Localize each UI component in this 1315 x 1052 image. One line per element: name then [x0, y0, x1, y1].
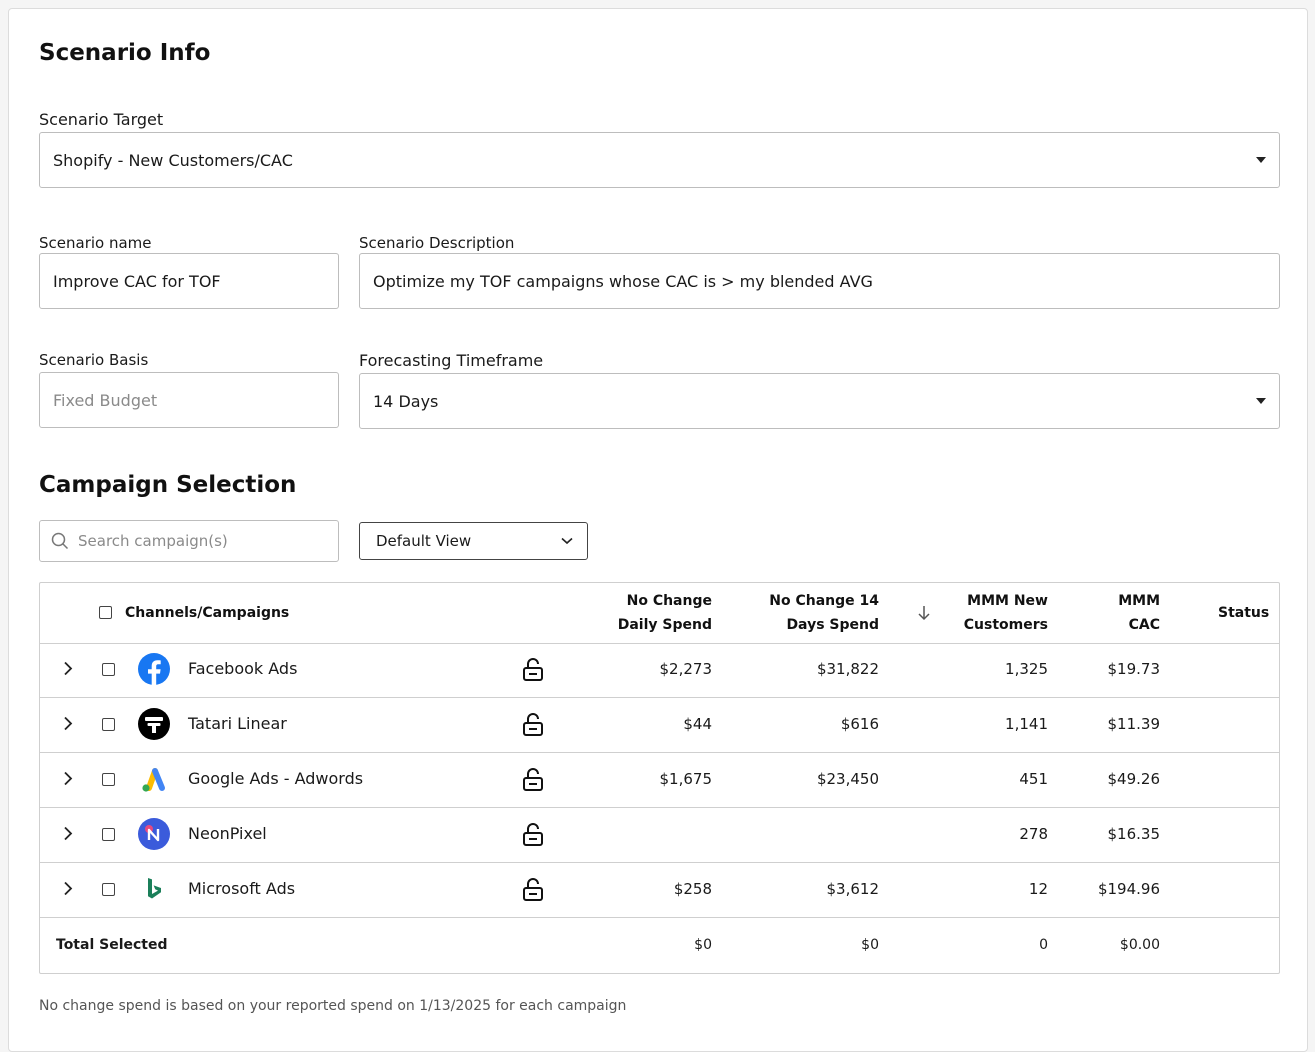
- campaign-search-placeholder: Search campaign(s): [78, 532, 228, 550]
- select-all-checkbox[interactable]: [99, 606, 112, 619]
- header-mmm-cac[interactable]: MMM CAC: [1080, 589, 1160, 637]
- days-spend: $3,612: [826, 880, 880, 898]
- scenario-basis-label: Scenario Basis: [39, 351, 149, 369]
- mmm-new-customers: 1,141: [1005, 715, 1048, 733]
- total-days-spend: $0: [861, 937, 879, 953]
- caret-down-icon: [1256, 157, 1266, 163]
- table-row[interactable]: NeonPixel 278 $16.35: [40, 808, 1279, 863]
- scenario-name-label: Scenario name: [39, 234, 152, 252]
- forecasting-timeframe-label: Forecasting Timeframe: [359, 351, 544, 370]
- daily-spend: $258: [673, 880, 712, 898]
- view-select-value: Default View: [376, 532, 472, 550]
- forecasting-timeframe-select[interactable]: 14 Days: [359, 373, 1280, 429]
- microsoft-ads-logo: [148, 878, 161, 899]
- mmm-new-customers: 1,325: [1005, 660, 1048, 678]
- campaign-search-input[interactable]: Search campaign(s): [39, 520, 339, 562]
- mmm-new-customers: 278: [1019, 825, 1048, 843]
- header-mmm-new-line2: Customers: [963, 617, 1048, 633]
- tatari-logo: [138, 708, 170, 740]
- unlock-icon[interactable]: [522, 658, 544, 682]
- chevron-right-icon[interactable]: [63, 661, 73, 676]
- header-days-spend-line1: No Change 14: [769, 593, 879, 609]
- chevron-right-icon[interactable]: [63, 716, 73, 731]
- unlock-icon[interactable]: [522, 713, 544, 737]
- scenario-name-value: Improve CAC for TOF: [53, 271, 221, 291]
- search-icon: [51, 532, 69, 550]
- scenario-description-input[interactable]: Optimize my TOF campaigns whose CAC is >…: [359, 253, 1280, 309]
- row-checkbox[interactable]: [102, 718, 115, 731]
- total-label: Total Selected: [56, 937, 168, 953]
- chevron-down-icon: [561, 537, 573, 545]
- scenario-card: Scenario Info Scenario Target Shopify - …: [8, 8, 1308, 1052]
- header-days-spend-line2: Days Spend: [786, 617, 879, 633]
- caret-down-icon: [1256, 398, 1266, 404]
- unlock-icon[interactable]: [522, 823, 544, 847]
- header-status: Status: [1218, 605, 1270, 621]
- campaign-name: Facebook Ads: [188, 659, 298, 678]
- sort-down-icon[interactable]: [917, 605, 931, 621]
- campaigns-table: Channels/Campaigns No Change Daily Spend…: [39, 582, 1280, 974]
- days-spend: $616: [840, 715, 879, 733]
- header-mmm-new-line1: MMM New: [967, 593, 1048, 609]
- row-checkbox[interactable]: [102, 663, 115, 676]
- header-daily-spend-line2: Daily Spend: [617, 617, 712, 633]
- table-row[interactable]: Facebook Ads $2,273 $31,822 1,325 $19.73: [40, 643, 1279, 698]
- unlock-icon[interactable]: [522, 768, 544, 792]
- scenario-basis-placeholder: Fixed Budget: [53, 390, 158, 410]
- header-daily-spend[interactable]: No Change Daily Spend: [580, 589, 712, 637]
- chevron-right-icon[interactable]: [63, 771, 73, 786]
- header-mmm-cac-line1: MMM: [1118, 593, 1160, 609]
- campaign-selection-title: Campaign Selection: [39, 472, 297, 498]
- row-checkbox[interactable]: [102, 773, 115, 786]
- total-mmm-cac: $0.00: [1119, 937, 1160, 953]
- mmm-cac: $16.35: [1107, 825, 1161, 843]
- forecasting-timeframe-value: 14 Days: [373, 391, 439, 411]
- scenario-basis-input[interactable]: Fixed Budget: [39, 372, 339, 428]
- daily-spend: $2,273: [659, 660, 713, 678]
- scenario-description-value: Optimize my TOF campaigns whose CAC is >…: [373, 271, 873, 291]
- google-ads-logo: [142, 768, 165, 792]
- mmm-new-customers: 451: [1019, 770, 1048, 788]
- scenario-info-title: Scenario Info: [39, 40, 211, 66]
- table-row[interactable]: Tatari Linear $44 $616 1,141 $11.39: [40, 698, 1279, 753]
- mmm-cac: $194.96: [1097, 880, 1160, 898]
- scenario-name-input[interactable]: Improve CAC for TOF: [39, 253, 339, 309]
- facebook-logo: [138, 653, 170, 685]
- header-channels: Channels/Campaigns: [125, 605, 290, 621]
- days-spend: $31,822: [816, 660, 879, 678]
- campaign-name: Tatari Linear: [188, 714, 287, 733]
- mmm-new-customers: 12: [1028, 880, 1048, 898]
- scenario-target-select[interactable]: Shopify - New Customers/CAC: [39, 132, 1280, 188]
- scenario-target-value: Shopify - New Customers/CAC: [53, 150, 293, 170]
- total-mmm-new-customers: 0: [1039, 937, 1048, 953]
- table-row[interactable]: Microsoft Ads $258 $3,612 12 $194.96: [40, 863, 1279, 918]
- view-select[interactable]: Default View: [359, 522, 588, 560]
- scenario-target-label: Scenario Target: [39, 110, 164, 129]
- mmm-cac: $11.39: [1107, 715, 1161, 733]
- neonpixel-logo: [138, 818, 170, 850]
- header-mmm-cac-line2: CAC: [1128, 617, 1160, 633]
- daily-spend: $44: [683, 715, 712, 733]
- days-spend: $23,450: [816, 770, 879, 788]
- campaign-name: Google Ads - Adwords: [188, 769, 364, 788]
- chevron-right-icon[interactable]: [63, 881, 73, 896]
- campaign-name: NeonPixel: [188, 824, 267, 843]
- scenario-description-label: Scenario Description: [359, 234, 515, 252]
- header-mmm-new-customers[interactable]: MMM New Customers: [920, 589, 1048, 637]
- total-daily-spend: $0: [694, 937, 712, 953]
- daily-spend: $1,675: [659, 770, 713, 788]
- unlock-icon[interactable]: [522, 878, 544, 902]
- mmm-cac: $49.26: [1107, 770, 1161, 788]
- table-row[interactable]: Google Ads - Adwords $1,675 $23,450 451 …: [40, 753, 1279, 808]
- row-checkbox[interactable]: [102, 883, 115, 896]
- total-row: Total Selected $0 $0 0 $0.00: [40, 918, 1279, 973]
- footer-note: No change spend is based on your reporte…: [39, 998, 627, 1014]
- header-daily-spend-line1: No Change: [626, 593, 712, 609]
- chevron-right-icon[interactable]: [63, 826, 73, 841]
- mmm-cac: $19.73: [1107, 660, 1161, 678]
- campaign-name: Microsoft Ads: [188, 879, 296, 898]
- header-days-spend[interactable]: No Change 14 Days Spend: [740, 589, 879, 637]
- row-checkbox[interactable]: [102, 828, 115, 841]
- table-header: Channels/Campaigns No Change Daily Spend…: [40, 583, 1279, 644]
